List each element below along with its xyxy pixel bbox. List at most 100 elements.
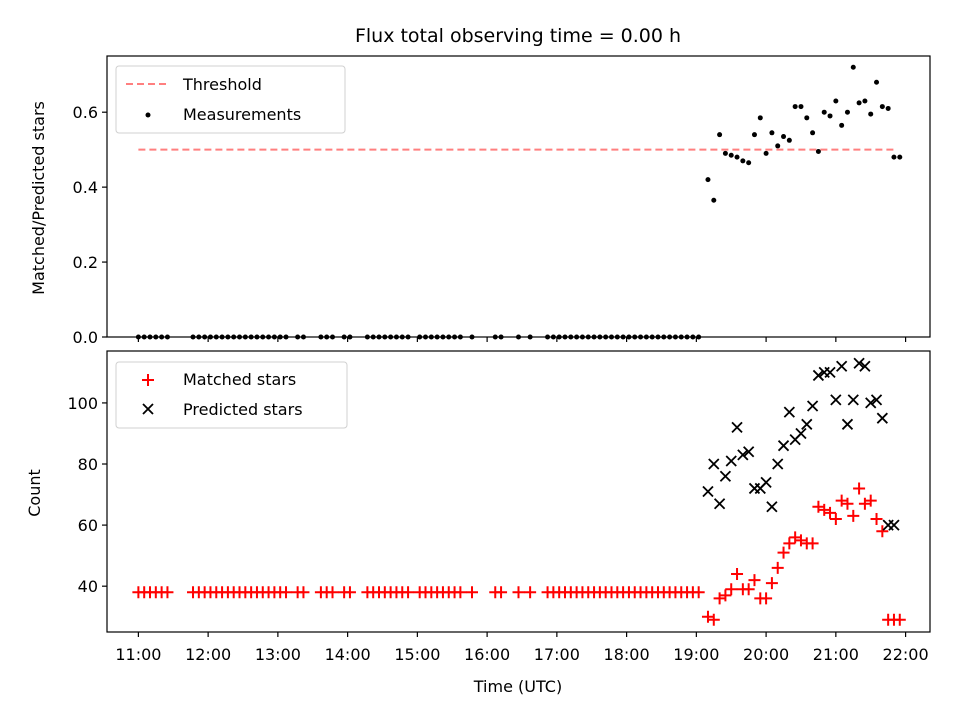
matched-stars-point: [466, 586, 479, 599]
matched-stars-point: [870, 512, 883, 525]
measurements-point: [717, 132, 723, 138]
predicted-stars-point: [783, 406, 795, 418]
measurements-point: [815, 149, 821, 155]
measurements-point: [775, 143, 781, 149]
x-tick-label: 14:00: [325, 645, 371, 664]
x-tick-label: 21:00: [813, 645, 859, 664]
measurements-point: [798, 104, 804, 110]
measurements-point: [897, 154, 903, 160]
matched-stars-point: [829, 512, 842, 525]
matched-stars-point: [847, 509, 860, 522]
predicted-stars-point: [702, 485, 714, 498]
matched-stars-legend-label: Matched stars: [183, 370, 296, 389]
bottom-y-axis-label: Count: [25, 469, 44, 517]
matched-stars-point: [765, 577, 778, 590]
measurements-point: [850, 64, 856, 70]
predicted-stars-point: [795, 427, 807, 440]
matched-stars-point: [864, 494, 877, 507]
x-tick-label: 18:00: [604, 645, 650, 664]
matched-stars-legend-swatch: [142, 374, 154, 386]
measurements-point: [827, 113, 833, 119]
predicted-stars-point: [865, 397, 877, 409]
matched-stars-point: [725, 583, 738, 596]
measurements-point: [792, 104, 798, 110]
measurements-point: [728, 152, 734, 158]
x-tick-label: 17:00: [534, 645, 580, 664]
x-axis-label: Time (UTC): [473, 677, 562, 696]
measurements-point: [821, 109, 827, 115]
bottom-panel: Count Time (UTC) 40 60 80 100 11:00 12:00 13:…: [25, 350, 931, 696]
predicted-stars-legend-swatch: [142, 403, 154, 415]
x-tick-label: 16:00: [464, 645, 510, 664]
matched-stars-point: [824, 506, 837, 519]
predicted-stars-point: [836, 360, 848, 372]
matched-stars-point: [783, 537, 796, 550]
measurements-point: [763, 150, 769, 156]
bottom-x-ticks: 11:00 12:00 13:00 14:00 15:00 16:00 17:00 18:00…: [115, 632, 929, 664]
measurements-point: [862, 98, 868, 104]
predicted-stars-point: [841, 418, 854, 430]
measurements-point: [722, 150, 728, 156]
top-legend-box: [115, 65, 346, 134]
bottom-plot-area: [132, 357, 906, 626]
top-y-tick-label: 0.0: [73, 328, 98, 347]
top-y-axis-label: Matched/Predicted stars: [29, 101, 48, 295]
matched-stars-point: [748, 574, 761, 587]
measurements-point: [740, 158, 746, 164]
x-tick-label: 15:00: [394, 645, 440, 664]
predicted-stars-point: [801, 418, 813, 430]
top-panel: Flux total observing time = 0.00 h Match…: [29, 25, 931, 347]
top-y-tick-label: 0.2: [73, 253, 98, 272]
matched-stars-point: [853, 482, 866, 495]
matched-stars-point: [495, 586, 508, 599]
x-tick-label: 12:00: [185, 645, 231, 664]
measurements-point: [705, 177, 711, 183]
matched-stars-point: [297, 586, 310, 599]
matched-stars-point: [876, 525, 889, 538]
bottom-y-tick-label: 80: [78, 455, 98, 474]
matched-stars-point: [454, 586, 467, 599]
predicted-stars-point: [743, 446, 755, 458]
predicted-stars-point: [847, 394, 859, 406]
matched-stars-point: [760, 592, 773, 605]
matched-stars-point: [893, 613, 906, 626]
predicted-stars-point: [859, 360, 871, 372]
predicted-stars-point: [731, 421, 743, 433]
predicted-stars-point: [888, 519, 900, 531]
measurements-point: [833, 98, 839, 104]
measurements-point: [781, 134, 787, 140]
x-tick-label: 13:00: [255, 645, 301, 664]
measurements-point: [711, 197, 717, 203]
chart-title: Flux total observing time = 0.00 h: [355, 25, 681, 47]
measurements-point: [879, 104, 885, 110]
x-tick-label: 22:00: [883, 645, 929, 664]
measurements-point: [839, 122, 845, 128]
predicted-stars-point: [708, 458, 720, 470]
measurements-point: [885, 105, 891, 111]
top-axes-frame: [106, 55, 931, 338]
matched-stars-point: [731, 567, 744, 580]
bottom-y-tick-label: 100: [67, 394, 98, 413]
predicted-stars-point: [737, 449, 749, 461]
matched-stars-point: [692, 586, 705, 599]
threshold-legend-label: Threshold: [182, 75, 262, 94]
measurements-point: [874, 79, 880, 85]
matched-stars-point: [326, 586, 339, 599]
predicted-stars-point: [725, 455, 737, 467]
measurements-point: [757, 115, 763, 121]
x-tick-label: 20:00: [743, 645, 789, 664]
predicted-stars-point: [772, 458, 784, 470]
predicted-stars-point: [830, 394, 842, 406]
predicted-stars-point: [766, 501, 778, 513]
predicted-stars-point: [806, 400, 819, 412]
bottom-legend: Matched stars Predicted stars: [115, 361, 348, 429]
matched-stars-point: [841, 497, 854, 510]
matched-stars-point: [707, 613, 720, 626]
bottom-y-ticks: 40 60 80 100: [67, 394, 107, 596]
matched-stars-point: [777, 546, 790, 559]
measurements-point: [856, 100, 862, 106]
x-tick-label: 11:00: [115, 645, 161, 664]
measurements-point: [769, 130, 775, 136]
matched-stars-point: [280, 586, 293, 599]
predicted-stars-point: [719, 470, 732, 482]
